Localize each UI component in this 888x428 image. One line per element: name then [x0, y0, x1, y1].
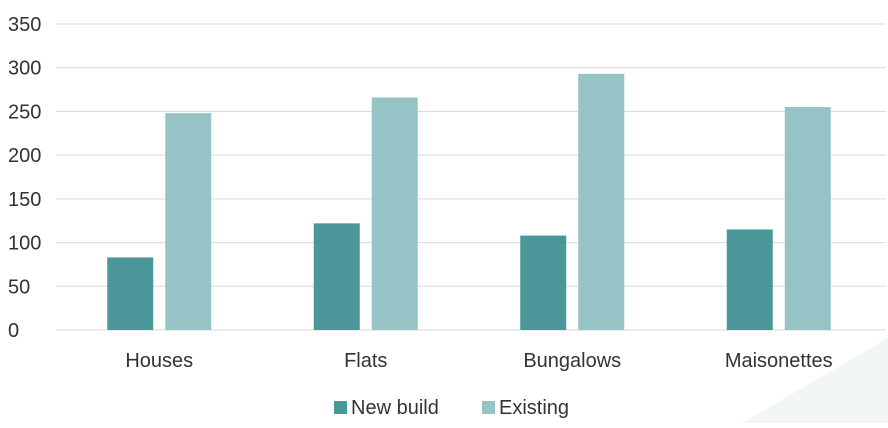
y-tick-label: 350	[8, 14, 41, 36]
legend: New build Existing	[334, 397, 569, 419]
bar-existing	[371, 97, 418, 330]
x-axis-tick-labels: Houses Flats Bungalows Maisonettes	[125, 350, 832, 372]
bar-existing	[578, 73, 625, 330]
y-tick-label: 150	[8, 189, 41, 211]
y-axis-tick-labels: 0 50 100 150 200 250 300 350	[8, 14, 41, 342]
y-tick-label: 50	[8, 276, 30, 298]
bar-new-build	[726, 229, 773, 330]
x-tick-label: Houses	[125, 350, 193, 372]
bar-existing	[784, 107, 831, 330]
y-tick-label: 200	[8, 145, 41, 167]
x-tick-label: Flats	[344, 350, 387, 372]
y-tick-label: 0	[8, 320, 19, 342]
bar-new-build	[107, 257, 154, 330]
y-tick-label: 300	[8, 58, 41, 80]
corner-decoration	[742, 338, 888, 423]
x-tick-label: Maisonettes	[725, 350, 833, 372]
bars	[107, 73, 831, 330]
y-tick-label: 100	[8, 233, 41, 255]
bar-existing	[165, 113, 212, 330]
x-tick-label: Bungalows	[523, 350, 621, 372]
legend-swatch	[334, 401, 347, 414]
legend-swatch	[482, 401, 495, 414]
y-tick-label: 250	[8, 101, 41, 123]
bar-new-build	[313, 223, 360, 330]
legend-label: New build	[351, 397, 439, 419]
legend-label: Existing	[499, 397, 569, 419]
bar-new-build	[520, 235, 567, 330]
